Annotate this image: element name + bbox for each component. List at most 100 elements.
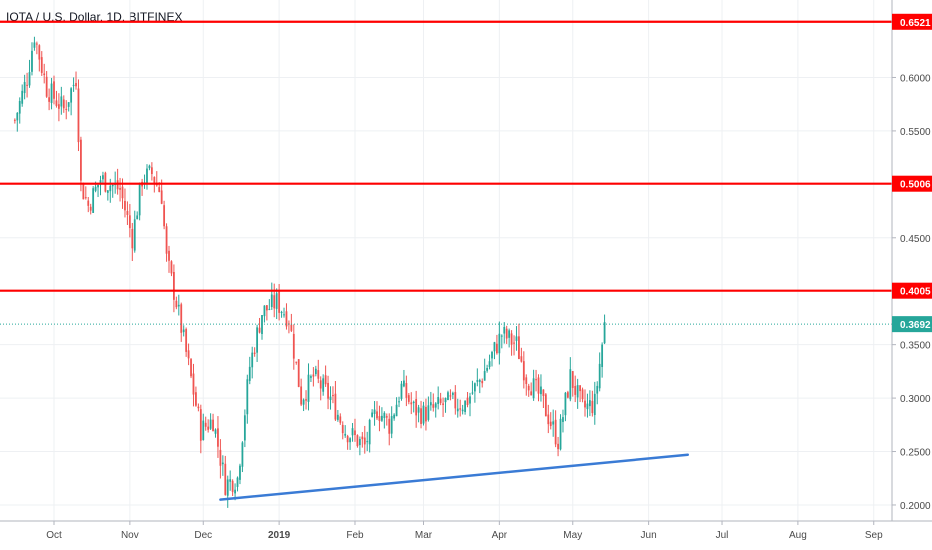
candle-body: [195, 392, 197, 406]
candle-body: [593, 393, 596, 416]
candle-body: [97, 184, 99, 188]
candle-body: [295, 361, 298, 363]
level-price-label: 0.5006: [900, 180, 931, 191]
candle-body: [481, 380, 484, 384]
candle-body: [361, 436, 364, 440]
candle-body: [412, 401, 415, 404]
x-tick-label: Oct: [46, 530, 62, 541]
candle-body: [530, 391, 533, 396]
candle-body: [226, 479, 229, 496]
candle-body: [219, 449, 222, 466]
candle-body: [415, 399, 418, 416]
x-tick-label: Nov: [121, 530, 139, 541]
y-tick-label: 0.3500: [900, 341, 931, 352]
candle-body: [243, 415, 246, 441]
candle-body: [307, 374, 310, 402]
candle-body: [35, 43, 38, 45]
candle-body: [581, 389, 584, 400]
candle-body: [451, 392, 454, 395]
candle-body: [180, 304, 183, 333]
grid-lines: [0, 0, 892, 521]
candle-body: [224, 463, 227, 495]
x-tick-label: Jun: [641, 530, 657, 541]
candle-body: [339, 416, 342, 423]
candle-body: [376, 411, 378, 419]
candle-body: [138, 182, 141, 216]
candle-body: [579, 385, 582, 392]
candle-body: [601, 344, 604, 368]
candle-body: [53, 81, 55, 99]
candle-body: [319, 380, 322, 389]
candle-body: [160, 190, 163, 204]
candle-body: [62, 99, 65, 109]
candle-body: [363, 437, 366, 445]
candle-body: [207, 426, 210, 430]
level-price-label: 0.6521: [900, 18, 931, 29]
candle-body: [214, 429, 217, 434]
candle-body: [292, 333, 295, 359]
candle-body: [427, 405, 430, 420]
candle-body: [50, 83, 53, 103]
candle-body: [576, 385, 579, 398]
candle-body: [566, 392, 569, 398]
candle-body: [439, 398, 442, 403]
candle-body: [547, 414, 550, 425]
candle-body: [351, 428, 354, 436]
x-tick-label: 2019: [268, 530, 291, 541]
x-tick-label: Dec: [194, 530, 212, 541]
support-trendline: [219, 453, 690, 501]
candle-body: [378, 416, 381, 421]
candle-body: [40, 57, 43, 73]
candle-body: [586, 403, 589, 410]
candle-body: [204, 422, 207, 427]
candle-body: [380, 415, 383, 421]
candle-body: [251, 352, 254, 368]
time-axis[interactable]: Oct Nov Dec 2019 Feb Mar Apr May Jun Jul Aug Sep: [0, 520, 932, 541]
candle-body: [493, 342, 496, 352]
candle-body: [26, 84, 28, 86]
candle-body: [163, 205, 166, 227]
candle-body: [334, 393, 337, 420]
candle-body: [275, 293, 278, 309]
candle-body: [217, 428, 219, 447]
candle-body: [150, 167, 153, 175]
candle-body: [496, 343, 498, 354]
candle-body: [31, 50, 33, 72]
candle-body: [498, 333, 501, 354]
candle-body: [322, 378, 325, 392]
candle-body: [285, 311, 288, 327]
candle-body: [75, 83, 77, 87]
candle-body: [106, 190, 109, 193]
candle-body: [584, 400, 586, 408]
x-tick-label: May: [563, 530, 582, 541]
candle-body: [265, 305, 268, 311]
candle-body: [466, 397, 469, 405]
candle-body: [290, 324, 293, 331]
candle-body: [165, 226, 168, 254]
candle-body: [119, 188, 121, 190]
candle-body: [94, 186, 97, 191]
candle-body: [407, 395, 410, 402]
candle-body: [444, 397, 447, 403]
candle-body: [89, 206, 92, 211]
candle-body: [253, 352, 256, 354]
price-axis[interactable]: 0.60000.55000.50000.45000.40000.35000.30…: [891, 0, 932, 521]
candle-body: [126, 211, 129, 215]
horizontal-levels: [0, 20, 892, 325]
candle-body: [84, 197, 87, 199]
candle-body: [13, 119, 16, 121]
candle-body: [471, 392, 474, 394]
level-price-label: 0.4005: [900, 287, 931, 298]
candle-body: [500, 335, 503, 337]
candle-body: [393, 414, 396, 419]
candle-body: [133, 219, 136, 251]
candle-body: [390, 416, 393, 434]
candle-body: [212, 419, 214, 432]
candle-body: [199, 409, 202, 441]
candle-body: [197, 406, 200, 409]
candle-body: [358, 438, 361, 446]
candle-body: [268, 308, 271, 310]
candle-body: [168, 250, 170, 261]
candle-body: [603, 322, 606, 344]
